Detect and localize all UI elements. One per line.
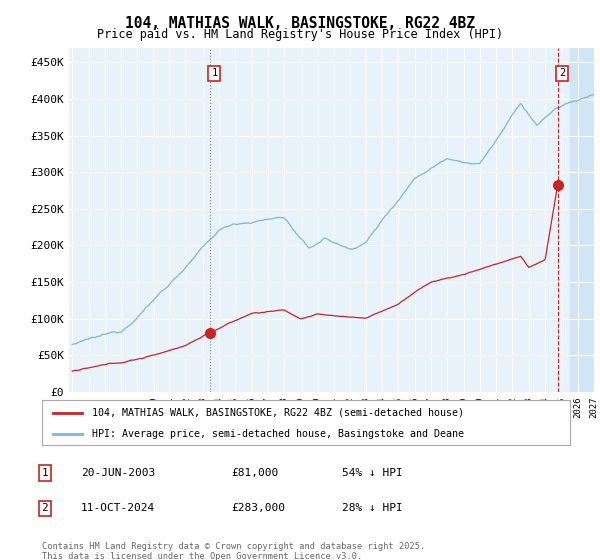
Text: 11-OCT-2024: 11-OCT-2024 [81, 503, 155, 514]
Text: 104, MATHIAS WALK, BASINGSTOKE, RG22 4BZ (semi-detached house): 104, MATHIAS WALK, BASINGSTOKE, RG22 4BZ… [92, 408, 464, 418]
Text: £283,000: £283,000 [231, 503, 285, 514]
Text: 104, MATHIAS WALK, BASINGSTOKE, RG22 4BZ: 104, MATHIAS WALK, BASINGSTOKE, RG22 4BZ [125, 16, 475, 31]
Text: 2: 2 [559, 68, 565, 78]
Text: Price paid vs. HM Land Registry's House Price Index (HPI): Price paid vs. HM Land Registry's House … [97, 28, 503, 41]
Text: Contains HM Land Registry data © Crown copyright and database right 2025.
This d: Contains HM Land Registry data © Crown c… [42, 542, 425, 560]
Text: 1: 1 [211, 68, 218, 78]
Text: 54% ↓ HPI: 54% ↓ HPI [342, 468, 403, 478]
Text: £81,000: £81,000 [231, 468, 278, 478]
Text: 2: 2 [41, 503, 49, 514]
Text: 20-JUN-2003: 20-JUN-2003 [81, 468, 155, 478]
Bar [569, 48, 594, 392]
Text: 1: 1 [41, 468, 49, 478]
Text: 28% ↓ HPI: 28% ↓ HPI [342, 503, 403, 514]
Text: HPI: Average price, semi-detached house, Basingstoke and Deane: HPI: Average price, semi-detached house,… [92, 428, 464, 438]
